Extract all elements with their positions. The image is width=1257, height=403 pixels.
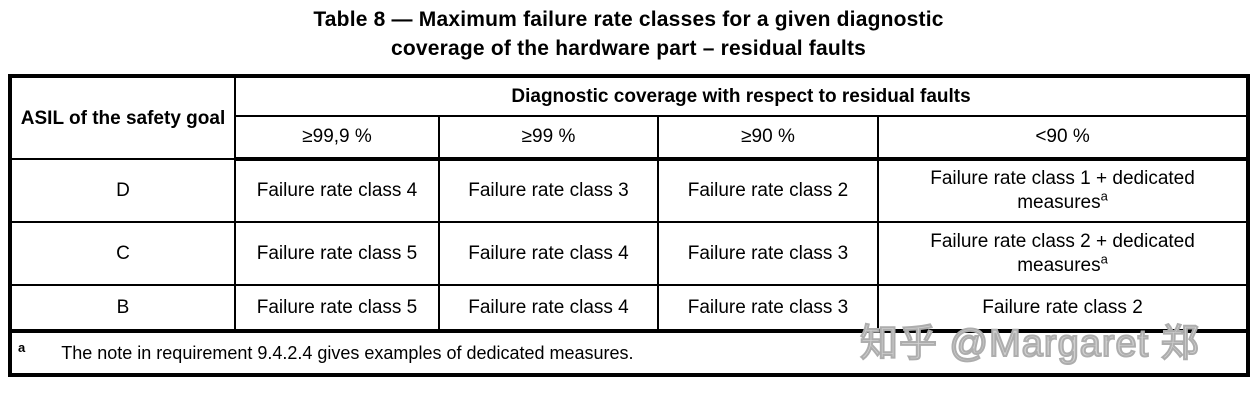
cell-d-999: Failure rate class 4 [234, 158, 440, 223]
col-header-asil: ASIL of the safety goal [9, 75, 236, 160]
col-header-dc-ge-99: ≥99 % [438, 115, 659, 161]
table-row-asil-c: C Failure rate class 5 Failure rate clas… [9, 221, 1250, 286]
footnote-ref-a: a [1100, 188, 1108, 204]
cell-b-lt90-text: Failure rate class 2 [982, 296, 1143, 318]
table-row-asil-b: B Failure rate class 5 Failure rate clas… [9, 284, 1250, 333]
footnote-text: The note in requirement 9.4.2.4 gives ex… [61, 342, 634, 363]
asil-d-label: D [9, 158, 236, 223]
cell-d-lt90: Failure rate class 1 + dedicated measure… [876, 158, 1250, 223]
cell-b-99: Failure rate class 4 [438, 284, 659, 333]
cell-c-lt90: Failure rate class 2 + dedicated measure… [876, 221, 1250, 286]
col-header-diagnostic-coverage: Diagnostic coverage with respect to resi… [233, 75, 1250, 117]
header-row-span: ASIL of the safety goal Diagnostic cover… [9, 75, 1250, 160]
footnote-marker: a [18, 339, 26, 355]
table-caption-line1: Table 8 — Maximum failure rate classes f… [313, 8, 944, 31]
cell-c-999: Failure rate class 5 [234, 221, 440, 286]
table-row-asil-d: D Failure rate class 4 Failure rate clas… [9, 158, 1250, 223]
footnote-ref-a: a [1100, 251, 1108, 267]
col-header-dc-ge-99-9: ≥99,9 % [234, 115, 440, 161]
cell-c-lt90-text: Failure rate class 2 + dedicated measure… [930, 230, 1195, 276]
table-caption: Table 8 — Maximum failure rate classes f… [0, 0, 1257, 63]
col-header-dc-ge-90: ≥90 % [657, 115, 879, 161]
cell-b-lt90: Failure rate class 2 [876, 284, 1250, 333]
footnote-cell: a The note in requirement 9.4.2.4 gives e… [8, 330, 1250, 376]
asil-b-label: B [9, 284, 236, 333]
cell-b-90: Failure rate class 3 [657, 284, 879, 333]
asil-c-label: C [9, 221, 236, 286]
footnote-row: a The note in requirement 9.4.2.4 gives e… [8, 330, 1250, 376]
cell-d-lt90-text: Failure rate class 1 + dedicated measure… [930, 168, 1195, 213]
failure-rate-classes-table: ASIL of the safety goal Diagnostic cover… [8, 74, 1251, 377]
cell-b-999: Failure rate class 5 [234, 284, 440, 333]
cell-d-99: Failure rate class 3 [438, 158, 659, 223]
header-row-thresholds: ≥99,9 % ≥99 % ≥90 % <90 % [10, 115, 1250, 161]
cell-c-99: Failure rate class 4 [438, 221, 659, 286]
cell-c-90: Failure rate class 3 [657, 221, 879, 286]
table-caption-line2: coverage of the hardware part – residual… [390, 37, 867, 60]
col-header-dc-lt-90: <90 % [876, 115, 1250, 161]
cell-d-90: Failure rate class 2 [657, 158, 879, 223]
